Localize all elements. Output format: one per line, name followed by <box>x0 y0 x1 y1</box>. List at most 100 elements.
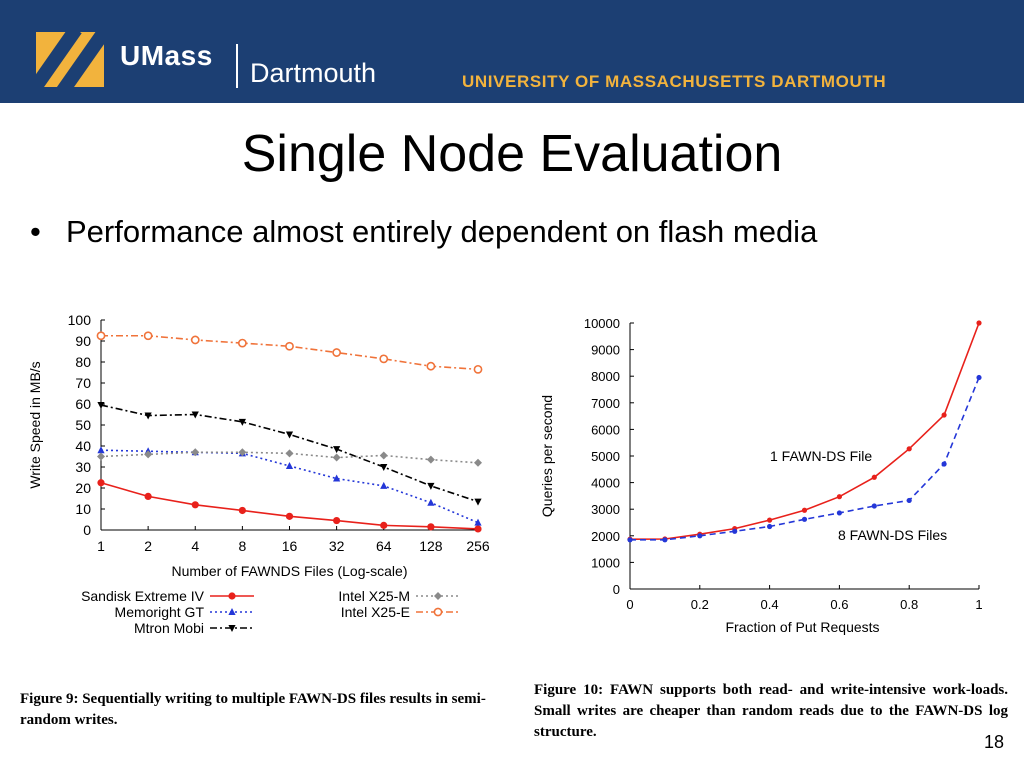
chart1-y-tick-label: 10 <box>75 501 91 517</box>
chart1-legend-label-4: Intel X25-E <box>341 604 410 620</box>
chart1-x-tick-label: 256 <box>466 538 490 554</box>
chart1-legend-marker-1 <box>228 608 236 615</box>
chart1-point-4-2 <box>190 335 200 345</box>
chart2-point-1-4 <box>767 523 773 530</box>
chart2-y-tick-label: 4000 <box>591 476 620 491</box>
chart1-point-3-0 <box>97 452 105 461</box>
chart2-y-tick-label: 0 <box>613 582 620 597</box>
chart2-point-1-7 <box>871 503 877 509</box>
chart1-legend-label-2: Mtron Mobi <box>134 620 204 636</box>
chart1-point-0-0 <box>97 479 105 487</box>
chart2-x-tick-label: 1 <box>975 597 982 612</box>
chart1-series-line-0 <box>100 481 479 530</box>
chart2-series-label-1: 8 FAWN-DS Files <box>838 527 947 543</box>
chart2-y-tick-label: 7000 <box>591 396 620 411</box>
chart2-point-0-5 <box>801 507 808 513</box>
chart1-point-4-3 <box>237 338 247 348</box>
chart2-point-1-0 <box>627 537 633 543</box>
chart1-y-tick-label: 50 <box>75 417 91 433</box>
chart1-y-tick-label: 40 <box>75 438 91 454</box>
chart1-x-tick-label: 8 <box>238 538 246 554</box>
chart1-y-tick-label: 90 <box>75 333 91 349</box>
chart1-x-tick-label: 1 <box>97 538 105 554</box>
chart1-x-tick-label: 4 <box>191 538 199 554</box>
chart2-y-tick-label: 6000 <box>591 422 620 437</box>
university-name: UNIVERSITY OF MASSACHUSETTS DARTMOUTH <box>462 72 887 91</box>
chart2-y-tick-label: 2000 <box>591 529 620 544</box>
chart2-series-line-0 <box>629 322 980 541</box>
chart1-point-4-1 <box>143 331 153 341</box>
chart1-y-tick-label: 30 <box>75 459 91 475</box>
chart1-point-0-8 <box>474 525 482 533</box>
figure-9-caption: Figure 9: Sequentially writing to multip… <box>20 691 486 728</box>
chart1-point-3-3 <box>238 448 247 457</box>
chart2-point-0-8 <box>906 446 912 452</box>
chart1-point-3-7 <box>426 455 435 464</box>
chart1-point-2-8 <box>474 498 482 506</box>
chart1-x-tick-label: 64 <box>376 538 392 554</box>
chart2-point-1-10 <box>976 374 982 381</box>
chart1-point-2-2 <box>191 411 199 419</box>
chart1-point-0-5 <box>333 516 341 525</box>
chart2-y-tick-label: 8000 <box>591 369 620 384</box>
chart2-point-0-6 <box>836 494 843 500</box>
chart1-point-1-8 <box>474 518 482 526</box>
chart1-point-0-3 <box>238 506 246 515</box>
chart2-y-tick-label: 10000 <box>584 316 620 331</box>
chart1-point-0-4 <box>285 512 294 520</box>
chart1-point-0-2 <box>191 501 199 509</box>
chart1-point-4-7 <box>426 361 436 371</box>
chart1-point-1-5 <box>333 474 341 482</box>
chart2-point-1-2 <box>697 533 703 539</box>
chart1-y-tick-label: 20 <box>75 480 91 496</box>
chart1-y-tick-label: 60 <box>75 396 91 412</box>
chart1-legend-marker-3 <box>434 592 442 600</box>
chart1-x-tick-label: 128 <box>419 538 443 554</box>
chart2-point-1-3 <box>732 528 738 534</box>
chart1-x-axis-label: Number of FAWNDS Files (Log-scale) <box>172 563 408 579</box>
chart1-point-3-6 <box>379 451 388 460</box>
chart1-point-2-7 <box>427 482 435 490</box>
chart1-point-3-8 <box>474 458 482 467</box>
chart2-x-tick-label: 0 <box>626 597 633 612</box>
chart1-point-2-1 <box>144 412 152 420</box>
chart1-y-tick-label: 80 <box>75 354 91 370</box>
chart1-point-1-4 <box>285 461 294 469</box>
chart1-point-2-6 <box>380 464 388 471</box>
chart1-y-tick-label: 0 <box>83 522 91 538</box>
chart1-y-axis-label: Write Speed in MB/s <box>27 361 43 488</box>
chart2-y-tick-label: 5000 <box>591 449 620 464</box>
brand-sub: Dartmouth <box>250 58 377 88</box>
chart2-y-tick-label: 9000 <box>591 343 620 358</box>
chart1-point-1-0 <box>97 446 105 454</box>
chart1-point-1-7 <box>427 498 435 506</box>
chart1-y-tick-label: 70 <box>75 375 91 391</box>
figure-10-caption: Figure 10: FAWN supports both read- and … <box>534 682 1008 740</box>
chart1-point-4-0 <box>96 331 106 341</box>
chart1-y-tick-label: 100 <box>68 312 92 328</box>
chart1-series-line-4 <box>101 334 479 371</box>
chart2-point-1-5 <box>801 516 808 522</box>
chart1-point-0-6 <box>380 521 388 529</box>
brand-main: UMass <box>120 40 213 71</box>
chart2-point-0-4 <box>767 517 773 523</box>
bullet-dot-icon: • <box>30 214 41 249</box>
chart1-point-3-4 <box>285 449 294 458</box>
brand-divider <box>236 44 238 88</box>
chart1-point-3-2 <box>191 448 200 457</box>
chart2-series-label-0: 1 FAWN-DS File <box>770 448 872 464</box>
chart1-point-3-5 <box>332 453 341 462</box>
umass-logo-icon <box>36 32 104 87</box>
slide-title: Single Node Evaluation <box>241 125 783 183</box>
chart2-point-0-7 <box>871 474 877 480</box>
header-banner: UMass Dartmouth UNIVERSITY OF MASSACHUSE… <box>0 0 1024 103</box>
chart1-point-4-4 <box>285 341 294 351</box>
chart2-x-tick-label: 0.2 <box>691 597 709 612</box>
chart1-point-4-8 <box>473 364 483 374</box>
page-number: 18 <box>984 732 1005 752</box>
chart1-point-3-1 <box>144 450 153 459</box>
chart1-point-4-5 <box>332 348 342 357</box>
chart1-point-1-6 <box>380 481 388 489</box>
bullet-text: Performance almost entirely dependent on… <box>66 214 818 249</box>
chart1-series-line-1 <box>100 449 479 524</box>
